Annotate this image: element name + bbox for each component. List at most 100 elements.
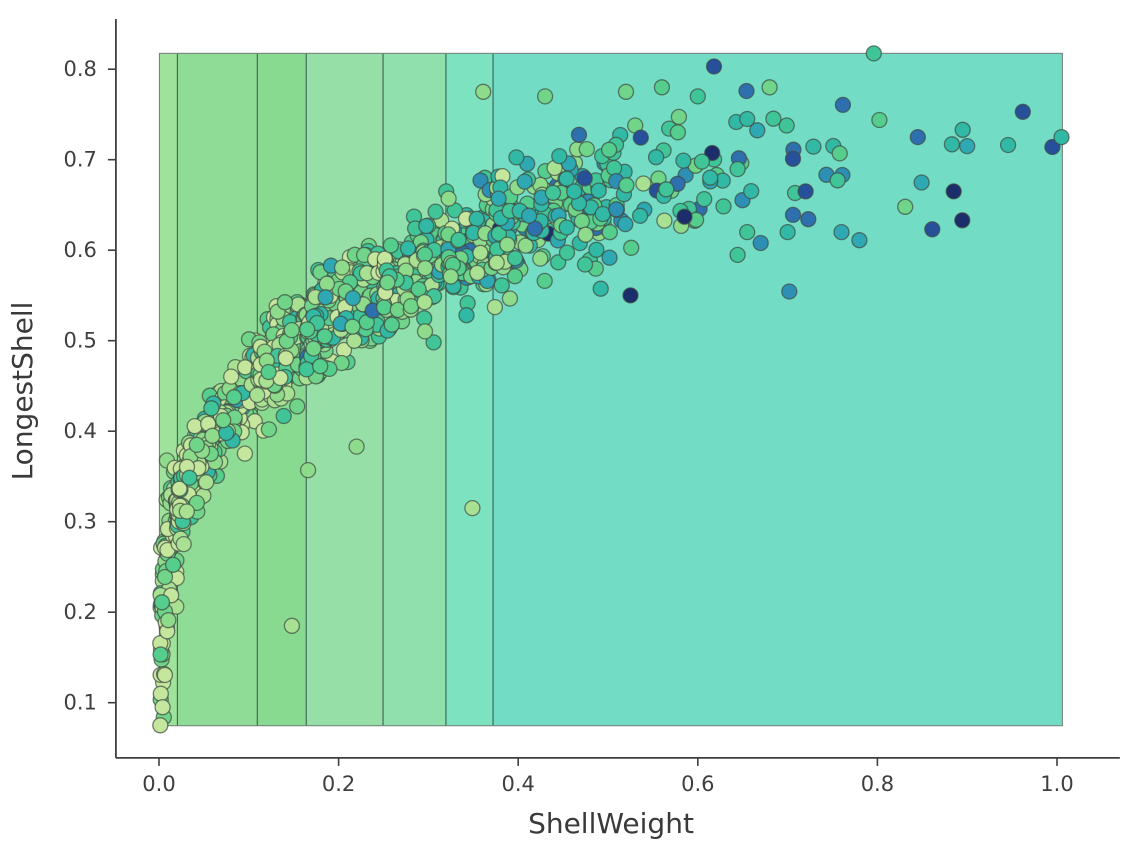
y-tick-label: 0.5: [63, 329, 96, 353]
x-tick-label: 0.0: [142, 772, 175, 796]
data-point: [689, 88, 706, 105]
data-point: [558, 219, 575, 236]
data-point: [490, 190, 507, 207]
data-point: [675, 152, 692, 169]
y-tick-label: 0.1: [63, 691, 96, 715]
data-point: [784, 206, 802, 224]
data-point: [153, 594, 171, 611]
data-point: [152, 717, 169, 734]
data-point: [501, 290, 519, 307]
data-point: [520, 207, 538, 224]
data-point: [729, 246, 746, 264]
data-point: [283, 321, 300, 339]
data-point: [160, 612, 177, 629]
data-point: [249, 386, 266, 404]
y-tick-label: 0.3: [63, 510, 96, 534]
data-point: [198, 474, 215, 491]
data-point: [924, 221, 941, 238]
data-point: [517, 237, 534, 254]
data-point: [544, 184, 562, 201]
data-point: [1014, 103, 1031, 120]
data-point: [344, 318, 361, 335]
data-point: [154, 699, 171, 716]
data-point: [402, 297, 420, 315]
data-point: [943, 136, 961, 153]
data-point: [506, 268, 524, 285]
data-point: [945, 183, 962, 200]
data-point: [999, 136, 1017, 154]
data-point: [871, 111, 888, 129]
region-outer-border: [158, 52, 1063, 727]
data-point: [623, 239, 640, 256]
data-point: [601, 249, 618, 266]
data-point: [425, 334, 442, 351]
data-point: [536, 88, 554, 105]
y-tick-label: 0.7: [63, 148, 96, 172]
data-point: [693, 153, 711, 170]
data-point: [506, 250, 524, 267]
data-point: [399, 240, 417, 257]
data-point: [316, 328, 333, 345]
data-point: [223, 368, 240, 385]
x-tick-label: 0.4: [501, 772, 534, 796]
data-point: [831, 145, 848, 162]
data-point: [164, 556, 182, 573]
data-point: [275, 407, 292, 425]
data-point: [833, 223, 850, 241]
data-point: [635, 175, 652, 192]
data-point: [676, 208, 693, 225]
data-point: [618, 177, 635, 194]
data-point: [959, 137, 976, 155]
data-point: [1044, 138, 1061, 156]
data-point: [289, 398, 306, 415]
data-point: [472, 244, 489, 261]
data-point: [175, 535, 192, 553]
data-point: [276, 294, 294, 311]
tree-region-band: [493, 53, 1063, 726]
data-point: [570, 126, 588, 143]
data-point: [600, 141, 618, 158]
data-point: [897, 198, 914, 215]
tree-region-band: [383, 53, 446, 726]
data-point: [573, 212, 591, 230]
data-point: [865, 45, 882, 62]
data-point: [805, 138, 822, 155]
data-point: [348, 438, 365, 455]
data-point: [299, 321, 316, 338]
data-point: [171, 480, 188, 497]
data-point: [298, 361, 315, 378]
data-point: [658, 181, 675, 198]
data-point: [851, 232, 868, 249]
data-point: [379, 274, 396, 291]
data-point: [536, 272, 553, 290]
data-point: [468, 210, 485, 228]
data-point: [576, 256, 594, 273]
data-point: [260, 363, 277, 381]
data-point: [656, 212, 673, 229]
data-point: [346, 332, 363, 349]
x-tick-label: 0.8: [861, 772, 894, 796]
data-point: [765, 110, 782, 127]
data-point: [236, 445, 254, 462]
scatter-points-layer: [152, 45, 1070, 734]
data-point: [156, 666, 174, 684]
data-point: [186, 417, 203, 435]
data-point: [181, 469, 198, 486]
data-point: [383, 316, 400, 333]
data-point: [344, 289, 362, 307]
data-point: [653, 79, 671, 96]
data-point: [743, 182, 760, 200]
tree-region-band: [306, 53, 384, 726]
data-point: [761, 79, 778, 96]
data-point: [333, 259, 351, 276]
data-point: [156, 568, 174, 586]
data-point: [416, 293, 433, 311]
data-point: [632, 129, 649, 146]
data-point: [382, 237, 400, 254]
y-tick-label: 0.6: [63, 238, 96, 262]
data-point: [203, 400, 220, 417]
data-point: [469, 264, 486, 282]
data-point: [781, 283, 798, 300]
data-point: [834, 96, 852, 114]
